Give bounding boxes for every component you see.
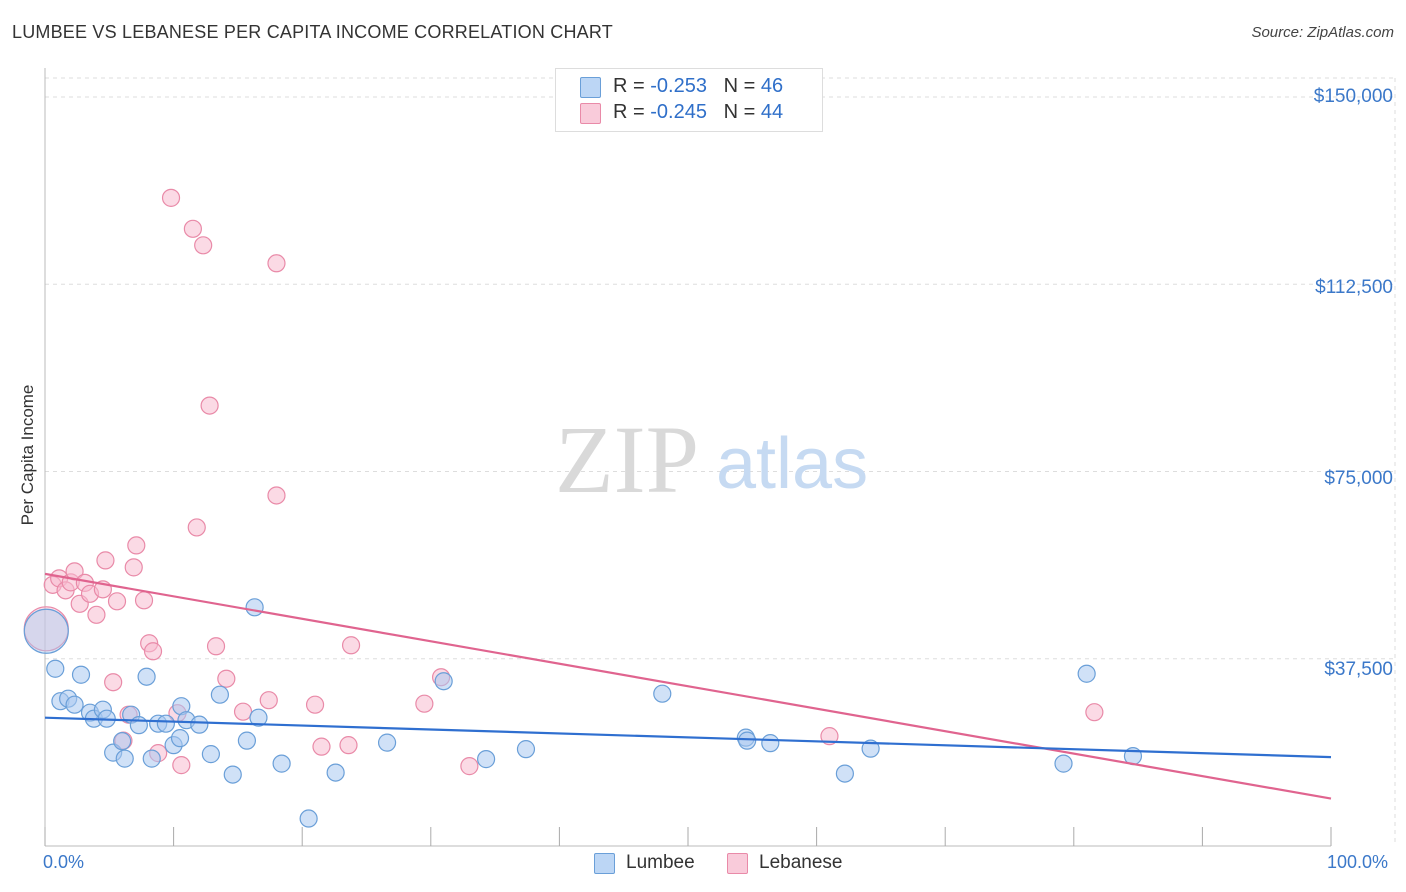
lebanese-point: [183, 219, 202, 238]
y-tick-label: $112,500: [1315, 277, 1393, 298]
lumbee-point: [23, 608, 69, 654]
lumbee-point: [46, 659, 65, 678]
lebanese-swatch: [727, 853, 748, 874]
lumbee-point: [434, 672, 453, 691]
lumbee-point: [115, 749, 134, 768]
lumbee-point: [71, 665, 91, 684]
lumbee-point: [653, 684, 672, 703]
lumbee-point: [476, 750, 496, 769]
watermark-atlas: atlas: [716, 424, 868, 504]
lebanese-point: [305, 695, 325, 714]
lebanese-point: [87, 605, 106, 624]
lebanese-swatch: [580, 103, 601, 124]
lumbee-point: [245, 598, 264, 617]
lumbee-point: [272, 754, 291, 773]
lumbee-legend-label: Lumbee: [626, 852, 695, 873]
lebanese-point: [127, 536, 146, 555]
lebanese-point: [134, 591, 154, 610]
lebanese-point: [341, 636, 361, 655]
lumbee-point: [129, 716, 148, 735]
lumbee-point: [190, 715, 209, 734]
lumbee-swatch: [594, 853, 615, 874]
lebanese-point: [259, 691, 278, 710]
source-label: Source: ZipAtlas.com: [1251, 24, 1394, 41]
legend-r-value: -0.253: [650, 75, 707, 97]
lebanese-point: [415, 694, 434, 713]
lumbee-trend-line: [44, 716, 1332, 759]
lebanese-point: [267, 486, 286, 505]
lebanese-point: [107, 592, 127, 611]
lumbee-point: [377, 733, 397, 752]
lebanese-point: [143, 642, 163, 661]
lumbee-point: [223, 765, 242, 784]
lumbee-point: [761, 734, 780, 753]
lebanese-point: [104, 673, 123, 692]
y-tick-label: $150,000: [1313, 86, 1393, 107]
lebanese-point: [96, 551, 115, 570]
watermark: ZIP atlas: [555, 406, 868, 513]
legend-n-value: 44: [760, 101, 784, 123]
lumbee-point: [1077, 664, 1096, 683]
lebanese-point: [267, 254, 286, 273]
lebanese-point: [1085, 703, 1104, 722]
lumbee-point: [137, 667, 156, 686]
legend-r-value: -0.245: [650, 101, 707, 123]
lebanese-point: [339, 736, 358, 755]
lebanese-legend-label: Lebanese: [759, 852, 843, 873]
y-tick-label: $37,500: [1324, 659, 1393, 680]
lebanese-point: [217, 669, 236, 688]
lebanese-point: [161, 188, 181, 207]
legend-n-label: N =: [723, 101, 756, 123]
lebanese-point: [200, 396, 219, 415]
chart-title: LUMBEE VS LEBANESE PER CAPITA INCOME COR…: [12, 22, 613, 42]
axes: [44, 68, 1332, 847]
lebanese-point: [206, 637, 226, 656]
lumbee-swatch: [580, 77, 601, 98]
lebanese-point: [187, 518, 206, 537]
lumbee-point: [237, 731, 257, 750]
lebanese-point: [460, 757, 479, 776]
lumbee-point: [113, 732, 132, 751]
lebanese-point: [233, 702, 253, 721]
legend-r-label: R =: [613, 101, 645, 123]
lumbee-point: [516, 740, 536, 759]
lumbee-point: [861, 739, 880, 758]
lumbee-points: [23, 598, 1143, 828]
trend-lines: [44, 572, 1332, 800]
legend-n-label: N =: [723, 75, 756, 97]
lumbee-point: [738, 731, 757, 750]
lumbee-point: [326, 763, 345, 782]
lebanese-point: [194, 236, 213, 255]
legend-box: R = -0.253 N = 46 R = -0.245 N = 44: [555, 68, 823, 132]
lumbee-point: [142, 749, 161, 768]
lebanese-trend-line: [44, 572, 1332, 800]
lebanese-point: [312, 737, 331, 756]
y-tick-label: $75,000: [1324, 468, 1393, 489]
lumbee-point: [299, 809, 318, 828]
x-tick-label-max: 100.0%: [1327, 852, 1389, 872]
lumbee-point: [65, 695, 84, 714]
lumbee-point: [835, 764, 854, 783]
x-tick-label-min: 0.0%: [43, 852, 85, 872]
lumbee-point: [201, 745, 220, 764]
lumbee-point: [170, 729, 190, 748]
lebanese-point: [820, 727, 839, 746]
legend-r-label: R =: [613, 75, 645, 97]
lebanese-point: [124, 558, 143, 577]
lumbee-point: [1054, 754, 1073, 773]
lebanese-point: [172, 756, 191, 775]
legend-n-value: 46: [760, 75, 784, 97]
watermark-zip: ZIP: [555, 406, 699, 513]
lumbee-point: [249, 708, 268, 727]
lumbee-point: [156, 714, 175, 733]
y-axis-label: Per Capita Income: [18, 384, 37, 526]
lumbee-point: [210, 685, 229, 704]
